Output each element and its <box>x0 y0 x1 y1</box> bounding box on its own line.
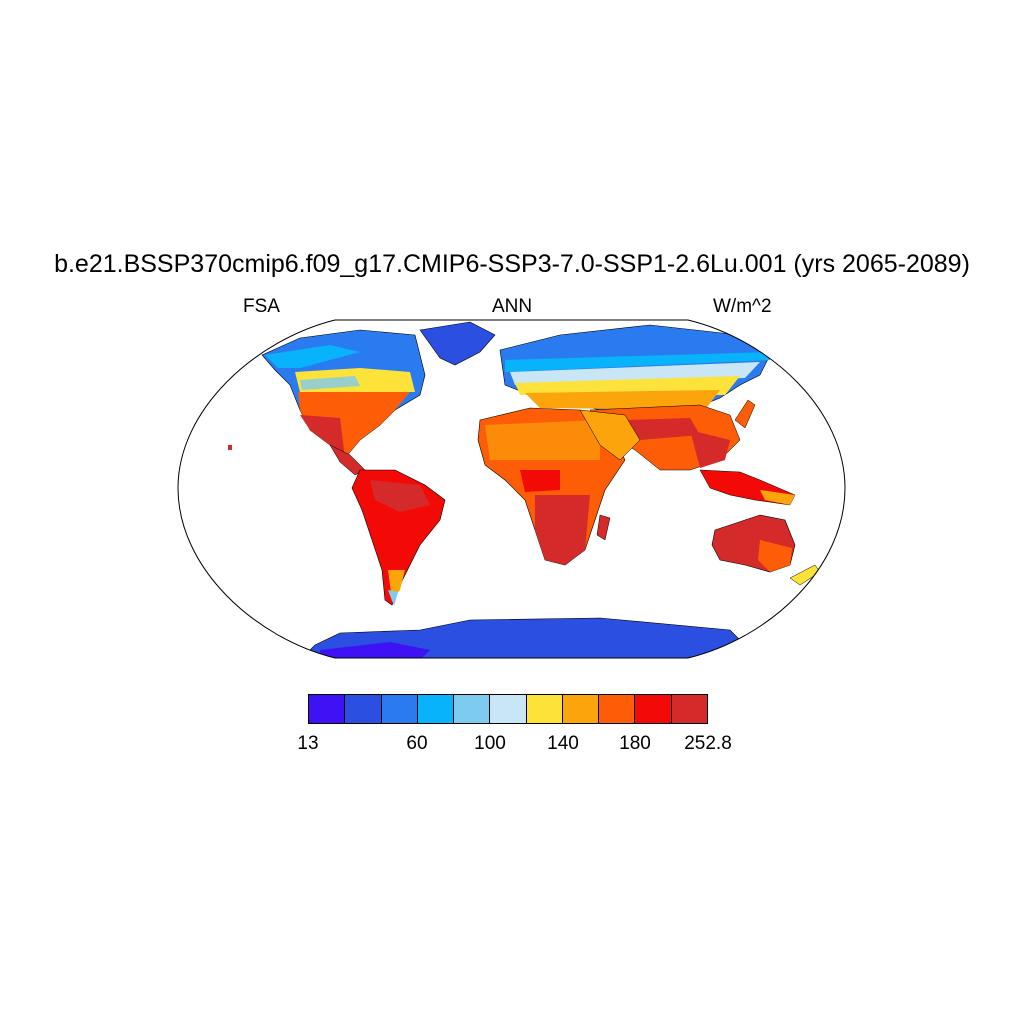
colorbar-tick-label: 180 <box>619 733 651 754</box>
map-border <box>177 319 846 659</box>
japan-region <box>734 399 756 429</box>
colorbar-swatch <box>309 695 346 723</box>
greenland-region <box>419 321 496 366</box>
colorbar-swatch <box>454 695 491 723</box>
colorbar-tick-label: 13 <box>297 733 319 754</box>
colorbar-swatch <box>381 695 418 723</box>
madagascar-region <box>596 514 611 541</box>
colorbar-swatch <box>671 695 707 723</box>
colorbar-swatch <box>599 695 636 723</box>
season-label: ANN <box>491 296 533 317</box>
colorbar-swatch <box>490 695 527 723</box>
colorbar-tick-label: 60 <box>406 733 428 754</box>
colorbar-swatch <box>345 695 382 723</box>
colorbar-swatch <box>562 695 600 723</box>
colorbar-tick-label: 140 <box>547 733 579 754</box>
new-zealand-region <box>789 564 821 586</box>
map-title: b.e21.BSSP370cmip6.f09_g17.CMIP6-SSP3-7.… <box>54 250 970 278</box>
antarctica-plateau <box>320 642 430 658</box>
colorbar-tick-label: 100 <box>474 733 506 754</box>
colorbar-tick-label: 252.8 <box>684 733 732 754</box>
colorbar-swatch <box>417 695 455 723</box>
units-label: W/m^2 <box>713 296 772 317</box>
colorbar-swatch <box>526 695 563 723</box>
hawaii-region <box>228 445 232 450</box>
arabia-region <box>579 409 641 461</box>
variable-label: FSA <box>243 296 280 317</box>
colorbar <box>308 694 708 724</box>
colorbar-swatch <box>635 695 672 723</box>
